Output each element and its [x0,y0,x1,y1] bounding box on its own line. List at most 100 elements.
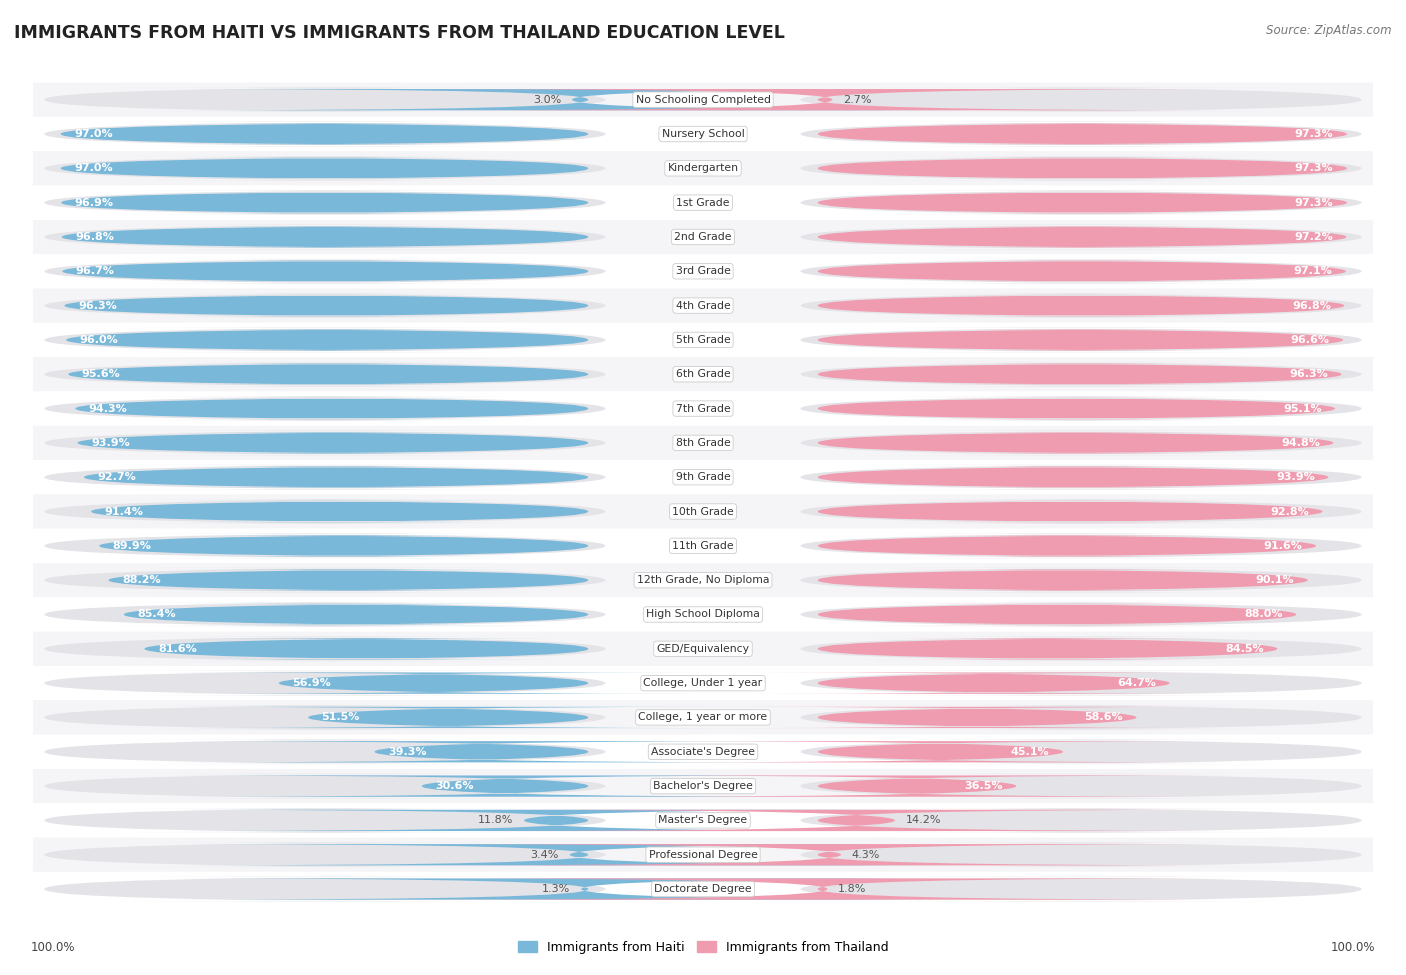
Text: 4.3%: 4.3% [852,850,880,860]
FancyBboxPatch shape [32,323,1374,357]
Text: GED/Equivalency: GED/Equivalency [657,644,749,654]
FancyBboxPatch shape [800,567,1361,593]
Text: 97.3%: 97.3% [1295,129,1333,139]
Text: 90.1%: 90.1% [1256,575,1295,585]
FancyBboxPatch shape [45,808,606,833]
FancyBboxPatch shape [818,432,1333,453]
FancyBboxPatch shape [818,260,1346,282]
FancyBboxPatch shape [800,224,1361,250]
FancyBboxPatch shape [62,260,588,282]
FancyBboxPatch shape [32,700,1374,734]
FancyBboxPatch shape [145,639,588,659]
FancyBboxPatch shape [751,673,1236,694]
FancyBboxPatch shape [170,775,841,797]
Text: 2.7%: 2.7% [844,95,872,104]
FancyBboxPatch shape [45,705,606,730]
FancyBboxPatch shape [598,775,1236,797]
FancyBboxPatch shape [818,604,1296,625]
FancyBboxPatch shape [644,741,1236,762]
FancyBboxPatch shape [45,88,606,112]
Text: 1.3%: 1.3% [543,884,571,894]
FancyBboxPatch shape [800,362,1361,387]
Text: 3rd Grade: 3rd Grade [675,266,731,276]
Text: 97.3%: 97.3% [1295,198,1333,208]
FancyBboxPatch shape [818,398,1336,419]
Text: 96.9%: 96.9% [75,198,114,208]
FancyBboxPatch shape [69,364,588,385]
Text: 96.6%: 96.6% [1291,335,1330,345]
FancyBboxPatch shape [66,330,588,351]
Text: 96.8%: 96.8% [76,232,114,242]
FancyBboxPatch shape [45,533,606,559]
FancyBboxPatch shape [800,603,1361,627]
FancyBboxPatch shape [170,89,990,110]
Text: 96.7%: 96.7% [76,266,115,276]
FancyBboxPatch shape [32,632,1374,666]
FancyBboxPatch shape [800,842,1361,867]
Text: 92.7%: 92.7% [97,472,136,483]
Text: 36.5%: 36.5% [965,781,1002,791]
Text: 11th Grade: 11th Grade [672,541,734,551]
Text: No Schooling Completed: No Schooling Completed [636,95,770,104]
FancyBboxPatch shape [818,192,1347,214]
Text: 100.0%: 100.0% [31,941,76,954]
Text: 1st Grade: 1st Grade [676,198,730,208]
FancyBboxPatch shape [45,637,606,661]
FancyBboxPatch shape [45,190,606,215]
Text: Nursery School: Nursery School [662,129,744,139]
FancyBboxPatch shape [32,872,1374,906]
FancyBboxPatch shape [818,158,1347,179]
FancyBboxPatch shape [800,88,1361,112]
FancyBboxPatch shape [170,707,727,728]
FancyBboxPatch shape [84,467,588,488]
Text: 94.3%: 94.3% [89,404,128,413]
FancyBboxPatch shape [800,431,1361,455]
Text: 95.1%: 95.1% [1282,404,1322,413]
FancyBboxPatch shape [45,362,606,387]
FancyBboxPatch shape [124,604,588,625]
FancyBboxPatch shape [45,739,606,764]
FancyBboxPatch shape [45,465,606,489]
FancyBboxPatch shape [45,259,606,284]
FancyBboxPatch shape [800,877,1361,902]
Text: 14.2%: 14.2% [905,815,941,826]
Text: Associate's Degree: Associate's Degree [651,747,755,757]
Text: 58.6%: 58.6% [1084,713,1123,722]
Text: 11.8%: 11.8% [478,815,513,826]
Text: 81.6%: 81.6% [157,644,197,654]
Text: 1.8%: 1.8% [838,884,866,894]
FancyBboxPatch shape [32,289,1374,323]
FancyBboxPatch shape [45,224,606,250]
FancyBboxPatch shape [45,396,606,421]
Text: 96.0%: 96.0% [80,335,118,345]
FancyBboxPatch shape [170,878,1000,900]
FancyBboxPatch shape [108,569,588,591]
FancyBboxPatch shape [32,494,1374,528]
FancyBboxPatch shape [818,535,1316,557]
FancyBboxPatch shape [32,151,1374,185]
Text: 7th Grade: 7th Grade [676,404,730,413]
FancyBboxPatch shape [32,117,1374,151]
Text: 56.9%: 56.9% [292,679,330,688]
FancyBboxPatch shape [170,741,793,762]
FancyBboxPatch shape [32,391,1374,426]
Text: 92.8%: 92.8% [1270,507,1309,517]
FancyBboxPatch shape [818,124,1347,144]
Text: IMMIGRANTS FROM HAITI VS IMMIGRANTS FROM THAILAND EDUCATION LEVEL: IMMIGRANTS FROM HAITI VS IMMIGRANTS FROM… [14,24,785,42]
Text: Professional Degree: Professional Degree [648,850,758,860]
Text: College, Under 1 year: College, Under 1 year [644,679,762,688]
FancyBboxPatch shape [45,293,606,318]
Text: 10th Grade: 10th Grade [672,507,734,517]
Text: 8th Grade: 8th Grade [676,438,730,448]
Text: 96.3%: 96.3% [77,300,117,311]
Text: 95.6%: 95.6% [82,370,121,379]
FancyBboxPatch shape [32,460,1374,494]
Text: Source: ZipAtlas.com: Source: ZipAtlas.com [1267,24,1392,37]
Text: 100.0%: 100.0% [1330,941,1375,954]
FancyBboxPatch shape [45,122,606,146]
Text: 89.9%: 89.9% [112,541,152,551]
FancyBboxPatch shape [818,467,1329,488]
Text: 39.3%: 39.3% [388,747,426,757]
Text: 91.6%: 91.6% [1264,541,1302,551]
Text: 45.1%: 45.1% [1011,747,1049,757]
